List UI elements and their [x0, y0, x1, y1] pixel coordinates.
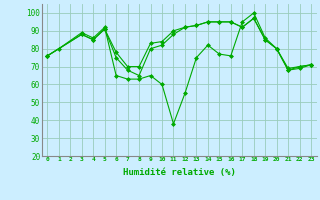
X-axis label: Humidité relative (%): Humidité relative (%): [123, 168, 236, 177]
